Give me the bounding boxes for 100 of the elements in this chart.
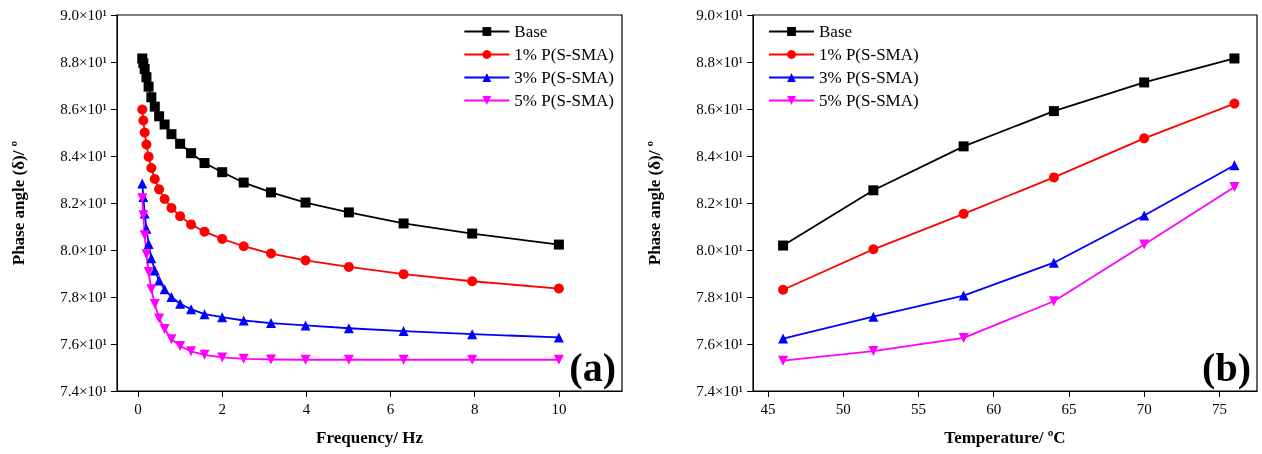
legend-label: Base <box>514 22 548 41</box>
point <box>958 208 969 219</box>
point <box>199 158 210 169</box>
point <box>398 269 409 280</box>
y-tick-label: 7.6×10¹ <box>696 336 743 352</box>
point <box>146 92 157 103</box>
point <box>146 162 157 173</box>
point <box>186 148 197 159</box>
point <box>553 332 564 343</box>
y-axis-title: Phase angle (δ)/ º <box>9 140 28 266</box>
x-axis-title: Temperature/ ºC <box>944 428 1066 447</box>
point <box>553 239 564 250</box>
point <box>146 284 157 295</box>
y-tick-label: 7.8×10¹ <box>60 289 107 305</box>
point <box>166 129 177 140</box>
point <box>300 354 311 365</box>
point <box>467 228 478 239</box>
point <box>868 244 879 255</box>
point <box>199 349 210 360</box>
y-tick-label: 9.0×10¹ <box>60 7 107 23</box>
point <box>1229 53 1240 64</box>
point <box>398 326 409 337</box>
x-axis-title: Frequency/ Hz <box>316 428 424 447</box>
y-tick-label: 7.4×10¹ <box>60 383 107 399</box>
y-tick-label: 8.2×10¹ <box>696 195 743 211</box>
point <box>343 354 354 365</box>
legend-label: 5% P(S-SMA) <box>514 91 615 110</box>
y-tick-label: 8.4×10¹ <box>60 148 107 164</box>
x-tick-label: 6 <box>386 400 395 417</box>
point <box>868 311 879 322</box>
y-tick-label: 8.4×10¹ <box>696 148 743 164</box>
point <box>1048 106 1059 117</box>
y-tick-label: 7.8×10¹ <box>696 289 743 305</box>
y-tick-label: 7.6×10¹ <box>60 336 107 352</box>
point <box>166 334 177 345</box>
point <box>238 353 249 364</box>
point <box>300 197 311 208</box>
point <box>1048 172 1059 183</box>
point <box>146 253 157 264</box>
x-tick-label: 4 <box>302 400 311 417</box>
point <box>238 177 249 188</box>
point <box>1229 160 1240 171</box>
point <box>1048 257 1059 268</box>
point <box>159 194 170 204</box>
point <box>553 283 564 294</box>
point <box>137 178 148 189</box>
point <box>186 346 197 357</box>
y-axis-title: Phase angle (δ)/ º <box>645 140 664 266</box>
point <box>266 248 277 259</box>
point <box>175 211 186 222</box>
point <box>398 354 409 365</box>
point <box>175 298 186 309</box>
point <box>141 249 152 260</box>
y-tick-label: 8.0×10¹ <box>60 242 107 258</box>
point <box>186 219 197 230</box>
point <box>217 312 228 323</box>
point <box>266 318 277 329</box>
point <box>149 101 160 112</box>
point <box>186 304 197 315</box>
point <box>398 218 409 229</box>
x-tick-label: 70 <box>1136 400 1152 417</box>
y-tick-label: 8.6×10¹ <box>60 101 107 117</box>
y-tick-label: 8.2×10¹ <box>60 195 107 211</box>
legend-label: 3% P(S-SMA) <box>819 68 919 87</box>
x-tick-label: 8 <box>470 400 479 417</box>
point <box>467 354 478 365</box>
point <box>143 81 154 92</box>
y-tick-label: 8.0×10¹ <box>696 242 743 258</box>
y-tick-label: 9.0×10¹ <box>696 7 743 23</box>
x-tick-label: 45 <box>760 400 776 417</box>
point <box>958 290 969 301</box>
point <box>778 333 789 344</box>
point <box>154 111 165 122</box>
point <box>868 346 879 357</box>
point <box>166 202 177 213</box>
x-tick-label: 0 <box>134 400 142 417</box>
point <box>958 141 969 152</box>
point <box>1139 239 1150 250</box>
point <box>1229 98 1240 109</box>
point <box>467 276 478 287</box>
x-tick-label: 65 <box>1061 400 1077 417</box>
point <box>149 265 160 276</box>
x-tick-label: 2 <box>218 400 226 417</box>
point <box>175 341 186 352</box>
point <box>143 267 154 278</box>
point <box>343 323 354 334</box>
point <box>868 185 879 196</box>
point <box>958 332 969 343</box>
point <box>1139 77 1150 88</box>
annotation: (a) <box>569 344 616 390</box>
legend-label: 1% P(S-SMA) <box>819 45 919 64</box>
x-tick-label: 55 <box>910 400 926 417</box>
point <box>266 354 277 365</box>
point <box>143 238 154 249</box>
point <box>149 174 160 185</box>
point <box>159 119 170 130</box>
point <box>343 207 354 218</box>
point <box>266 187 277 198</box>
point <box>238 315 249 326</box>
point <box>143 151 154 162</box>
